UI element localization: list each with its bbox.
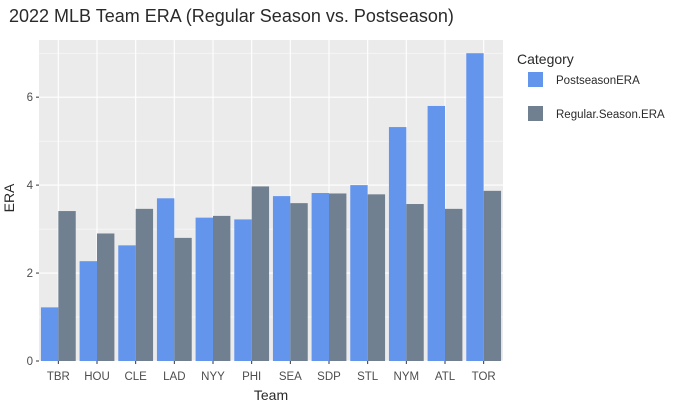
legend-title: Category bbox=[517, 51, 574, 67]
bar-atl-0 bbox=[427, 105, 445, 362]
legend-swatch bbox=[528, 106, 543, 121]
x-tick-label: NYM bbox=[394, 371, 420, 383]
x-tick-label: HOU bbox=[84, 371, 110, 383]
x-tick-label: SDP bbox=[317, 371, 341, 383]
x-tick-label: PHI bbox=[242, 371, 261, 383]
bar-nym-1 bbox=[406, 204, 424, 361]
plot-background bbox=[39, 40, 503, 361]
y-tick-label: 2 bbox=[27, 268, 33, 280]
legend-label: PostseasonERA bbox=[556, 75, 640, 87]
bar-cle-0 bbox=[118, 245, 136, 361]
bar-sdp-0 bbox=[311, 193, 329, 361]
bar-lad-1 bbox=[174, 237, 192, 361]
bar-phi-0 bbox=[234, 219, 252, 361]
bar-tbr-1 bbox=[58, 211, 76, 361]
x-ticks: TBR HOU CLE LAD NYY PHI SEA SDP STL NYM ATL TOR bbox=[47, 361, 496, 383]
y-tick-label: 0 bbox=[27, 356, 33, 368]
bar-hou-1 bbox=[97, 233, 115, 361]
bar-tbr-0 bbox=[40, 307, 59, 361]
bar-lad-0 bbox=[156, 198, 175, 361]
bar-atl-1 bbox=[445, 208, 463, 361]
y-axis-title: ERA bbox=[1, 183, 17, 212]
x-tick-label: LAD bbox=[163, 371, 185, 383]
legend: Category PostseasonERA Regular.Season.ERA bbox=[517, 51, 665, 121]
legend-label: Regular.Season.ERA bbox=[556, 109, 665, 121]
chart-title: 2022 MLB Team ERA (Regular Season vs. Po… bbox=[9, 6, 454, 26]
bar-tor-0 bbox=[466, 53, 484, 362]
x-tick-label: NYY bbox=[201, 371, 225, 383]
bar-sdp-1 bbox=[329, 193, 347, 361]
bars bbox=[40, 53, 502, 362]
x-tick-label: CLE bbox=[124, 371, 147, 383]
legend-swatch bbox=[528, 72, 543, 87]
x-tick-label: SEA bbox=[279, 371, 302, 383]
x-tick-label: TOR bbox=[472, 371, 496, 383]
x-tick-label: STL bbox=[357, 371, 379, 383]
x-tick-label: TBR bbox=[47, 371, 70, 383]
bar-nym-0 bbox=[388, 127, 407, 361]
bar-nyy-1 bbox=[213, 215, 231, 361]
y-ticks: 0 2 4 6 bbox=[27, 92, 39, 368]
bar-phi-1 bbox=[251, 186, 270, 361]
bar-tor-1 bbox=[483, 190, 502, 361]
bar-stl-0 bbox=[350, 185, 368, 361]
y-tick-label: 4 bbox=[27, 180, 34, 192]
x-tick-label: ATL bbox=[435, 371, 456, 383]
bar-cle-1 bbox=[135, 208, 154, 361]
bar-sea-1 bbox=[290, 203, 308, 361]
bar-stl-1 bbox=[367, 194, 386, 361]
plot-panel bbox=[39, 40, 503, 361]
bar-nyy-0 bbox=[195, 217, 213, 361]
bar-sea-0 bbox=[272, 196, 291, 361]
x-axis-title: Team bbox=[254, 387, 288, 402]
bar-hou-0 bbox=[79, 261, 97, 361]
y-tick-label: 6 bbox=[27, 92, 33, 104]
legend-items: PostseasonERA Regular.Season.ERA bbox=[528, 72, 665, 121]
